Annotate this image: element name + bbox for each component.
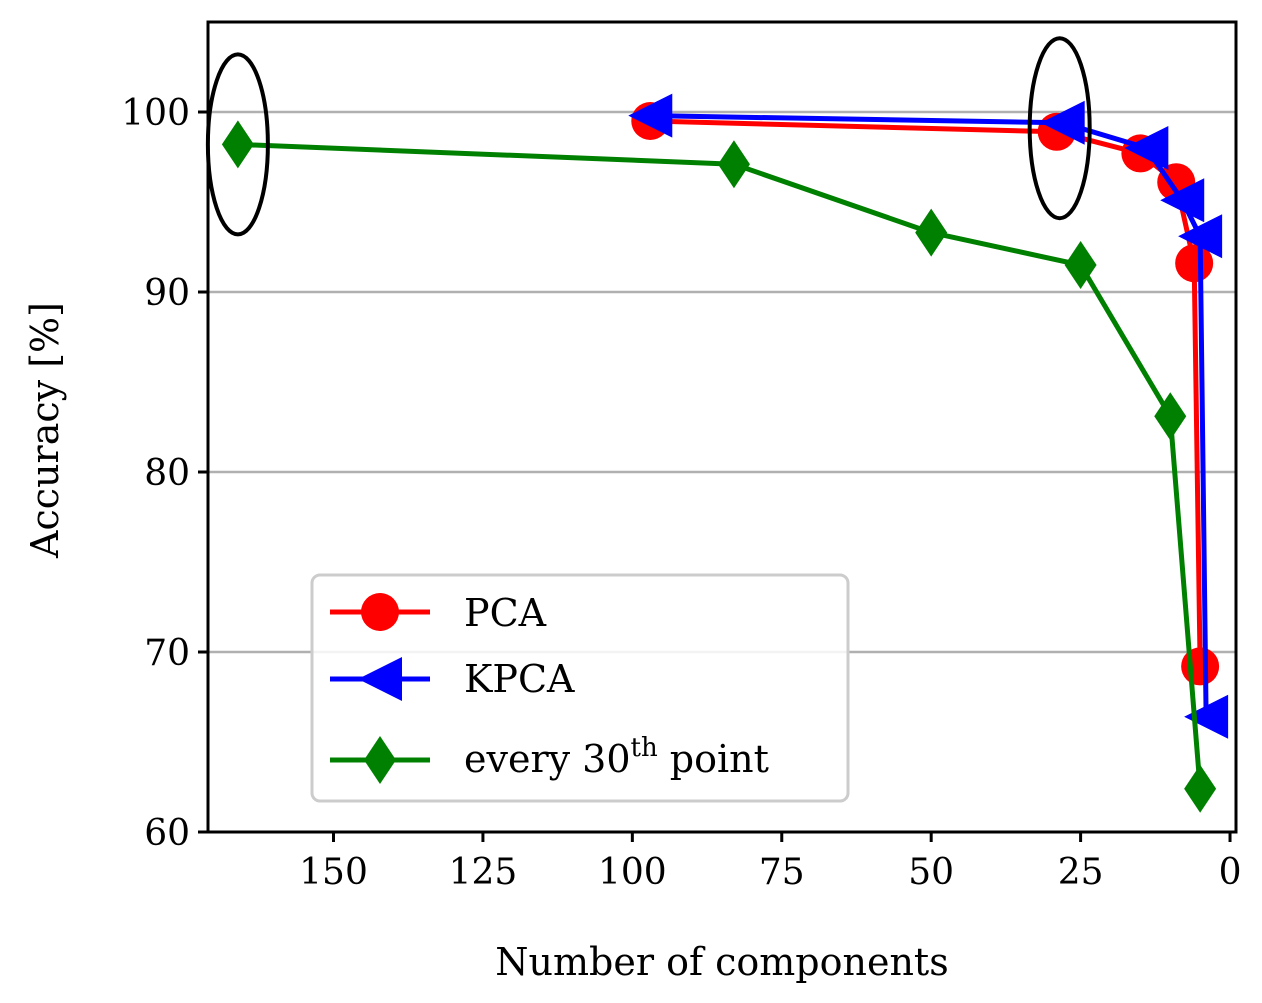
- y-tick-label-70: 70: [144, 633, 190, 674]
- point-kpca-1: [1040, 100, 1085, 145]
- legend-label-every: every 30th point: [464, 733, 769, 781]
- legend-label-kpca: KPCA: [464, 657, 575, 701]
- legend-marker-every-30th-point: [364, 736, 396, 784]
- x-tick-label-100: 100: [598, 852, 667, 893]
- series-every-30th-point: [221, 120, 1217, 813]
- legend-marker-kpca: [358, 657, 402, 701]
- legend: PCA KPCA every 30th point: [310, 573, 850, 803]
- legend-every-suffix: point: [658, 737, 769, 781]
- point-kpca-0: [628, 93, 673, 138]
- point-kpca-5: [1184, 694, 1229, 739]
- series-line-kpca: [650, 113, 1209, 717]
- point-kpca-4: [1178, 214, 1223, 259]
- point-kpca-3: [1160, 178, 1205, 223]
- y-tick-label-90: 90: [144, 273, 190, 314]
- series-kpca: [628, 93, 1229, 739]
- axis-ticks: 150 125 100 75 50 25 0 60 70 80 90 100: [121, 93, 1241, 893]
- legend-marker-pca: [361, 593, 399, 631]
- x-tick-label-0: 0: [1219, 852, 1242, 893]
- point-every-30th-point-0: [221, 120, 254, 169]
- y-tick-label-100: 100: [121, 93, 190, 134]
- x-tick-label-50: 50: [908, 852, 954, 893]
- point-kpca-2: [1124, 126, 1169, 170]
- series-line-every-30th-point: [237, 141, 1203, 789]
- y-axis-label: Accuracy [%]: [23, 302, 67, 559]
- legend-every-sup: th: [631, 733, 658, 763]
- y-tick-label-80: 80: [144, 453, 190, 494]
- point-every-30th-point-1: [717, 140, 750, 189]
- point-every-30th-point-3: [1064, 241, 1097, 289]
- series-layer: [221, 93, 1229, 813]
- x-tick-label-25: 25: [1058, 852, 1104, 893]
- point-pca-4: [1175, 244, 1214, 283]
- point-every-30th-point-2: [915, 208, 948, 257]
- legend-box: [310, 573, 850, 803]
- x-axis-label: Number of components: [495, 940, 948, 984]
- legend-every-prefix: every 30: [464, 737, 631, 781]
- plot-frame: [206, 20, 1238, 834]
- highlight-ellipse-1: [1027, 36, 1092, 221]
- x-tick-label-125: 125: [449, 852, 518, 893]
- legend-label-pca: PCA: [464, 591, 547, 635]
- x-tick-label-150: 150: [299, 852, 368, 893]
- x-tick-label-75: 75: [759, 852, 805, 893]
- point-every-30th-point-4: [1154, 392, 1187, 441]
- y-tick-label-60: 60: [144, 813, 190, 854]
- point-every-30th-point-5: [1184, 764, 1217, 813]
